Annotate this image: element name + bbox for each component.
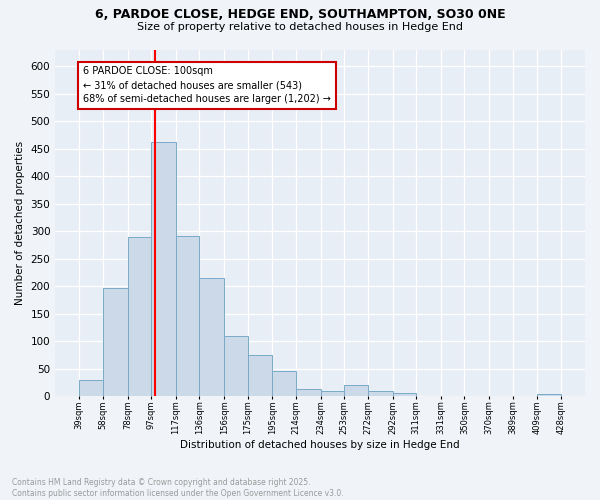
Text: 6, PARDOE CLOSE, HEDGE END, SOUTHAMPTON, SO30 0NE: 6, PARDOE CLOSE, HEDGE END, SOUTHAMPTON,… (95, 8, 505, 20)
Bar (103, 288, 128, 397)
Bar (224, 336, 248, 396)
Bar (538, 394, 561, 396)
Bar (79, 380, 103, 396)
Bar (368, 392, 392, 396)
Text: Size of property relative to detached houses in Hedge End: Size of property relative to detached ho… (137, 22, 463, 32)
X-axis label: Distribution of detached houses by size in Hedge End: Distribution of detached houses by size … (180, 440, 460, 450)
Bar (272, 370, 296, 396)
Bar (199, 278, 224, 396)
Bar (248, 355, 272, 397)
Bar (392, 393, 416, 396)
Bar (344, 386, 368, 396)
Bar (321, 391, 344, 396)
Text: Contains HM Land Registry data © Crown copyright and database right 2025.
Contai: Contains HM Land Registry data © Crown c… (12, 478, 344, 498)
Y-axis label: Number of detached properties: Number of detached properties (15, 141, 25, 306)
Bar (296, 390, 321, 396)
Bar (176, 236, 199, 396)
Bar (128, 237, 151, 396)
Text: 6 PARDOE CLOSE: 100sqm
← 31% of detached houses are smaller (543)
68% of semi-de: 6 PARDOE CLOSE: 100sqm ← 31% of detached… (83, 66, 331, 104)
Bar (151, 142, 176, 397)
